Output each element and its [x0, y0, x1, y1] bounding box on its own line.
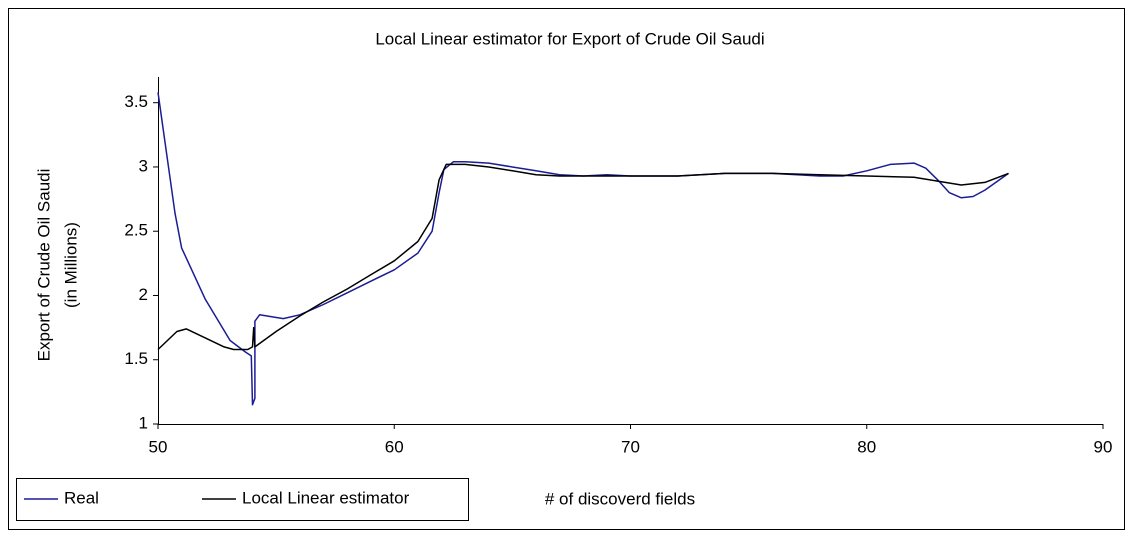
y-tick-label: 1	[139, 413, 148, 432]
legend-label: Local Linear estimator	[242, 488, 410, 507]
legend-label: Real	[64, 488, 99, 507]
y-tick-label: 2	[139, 285, 148, 304]
y-tick-label: 1.5	[124, 349, 148, 368]
data-line	[157, 163, 1009, 351]
legend-box	[16, 478, 469, 521]
x-tick-label: 80	[857, 437, 876, 456]
x-tick-label: 60	[385, 437, 404, 456]
chart-title: Local Linear estimator for Export of Cru…	[375, 29, 764, 48]
y-tick-label: 3	[139, 156, 148, 175]
y-axis-label: (in Millions)	[61, 222, 80, 308]
x-tick-label: 70	[621, 437, 640, 456]
y-tick-label: 2.5	[124, 221, 148, 240]
x-tick-label: 90	[1094, 437, 1113, 456]
chart-border	[8, 8, 1125, 530]
x-axis-label: # of discoverd fields	[545, 489, 695, 508]
data-line	[157, 92, 1009, 406]
y-axis-label: Export of Crude Oil Saudi	[34, 169, 53, 362]
x-tick-label: 50	[149, 437, 168, 456]
y-tick-label: 3.5	[124, 92, 148, 111]
